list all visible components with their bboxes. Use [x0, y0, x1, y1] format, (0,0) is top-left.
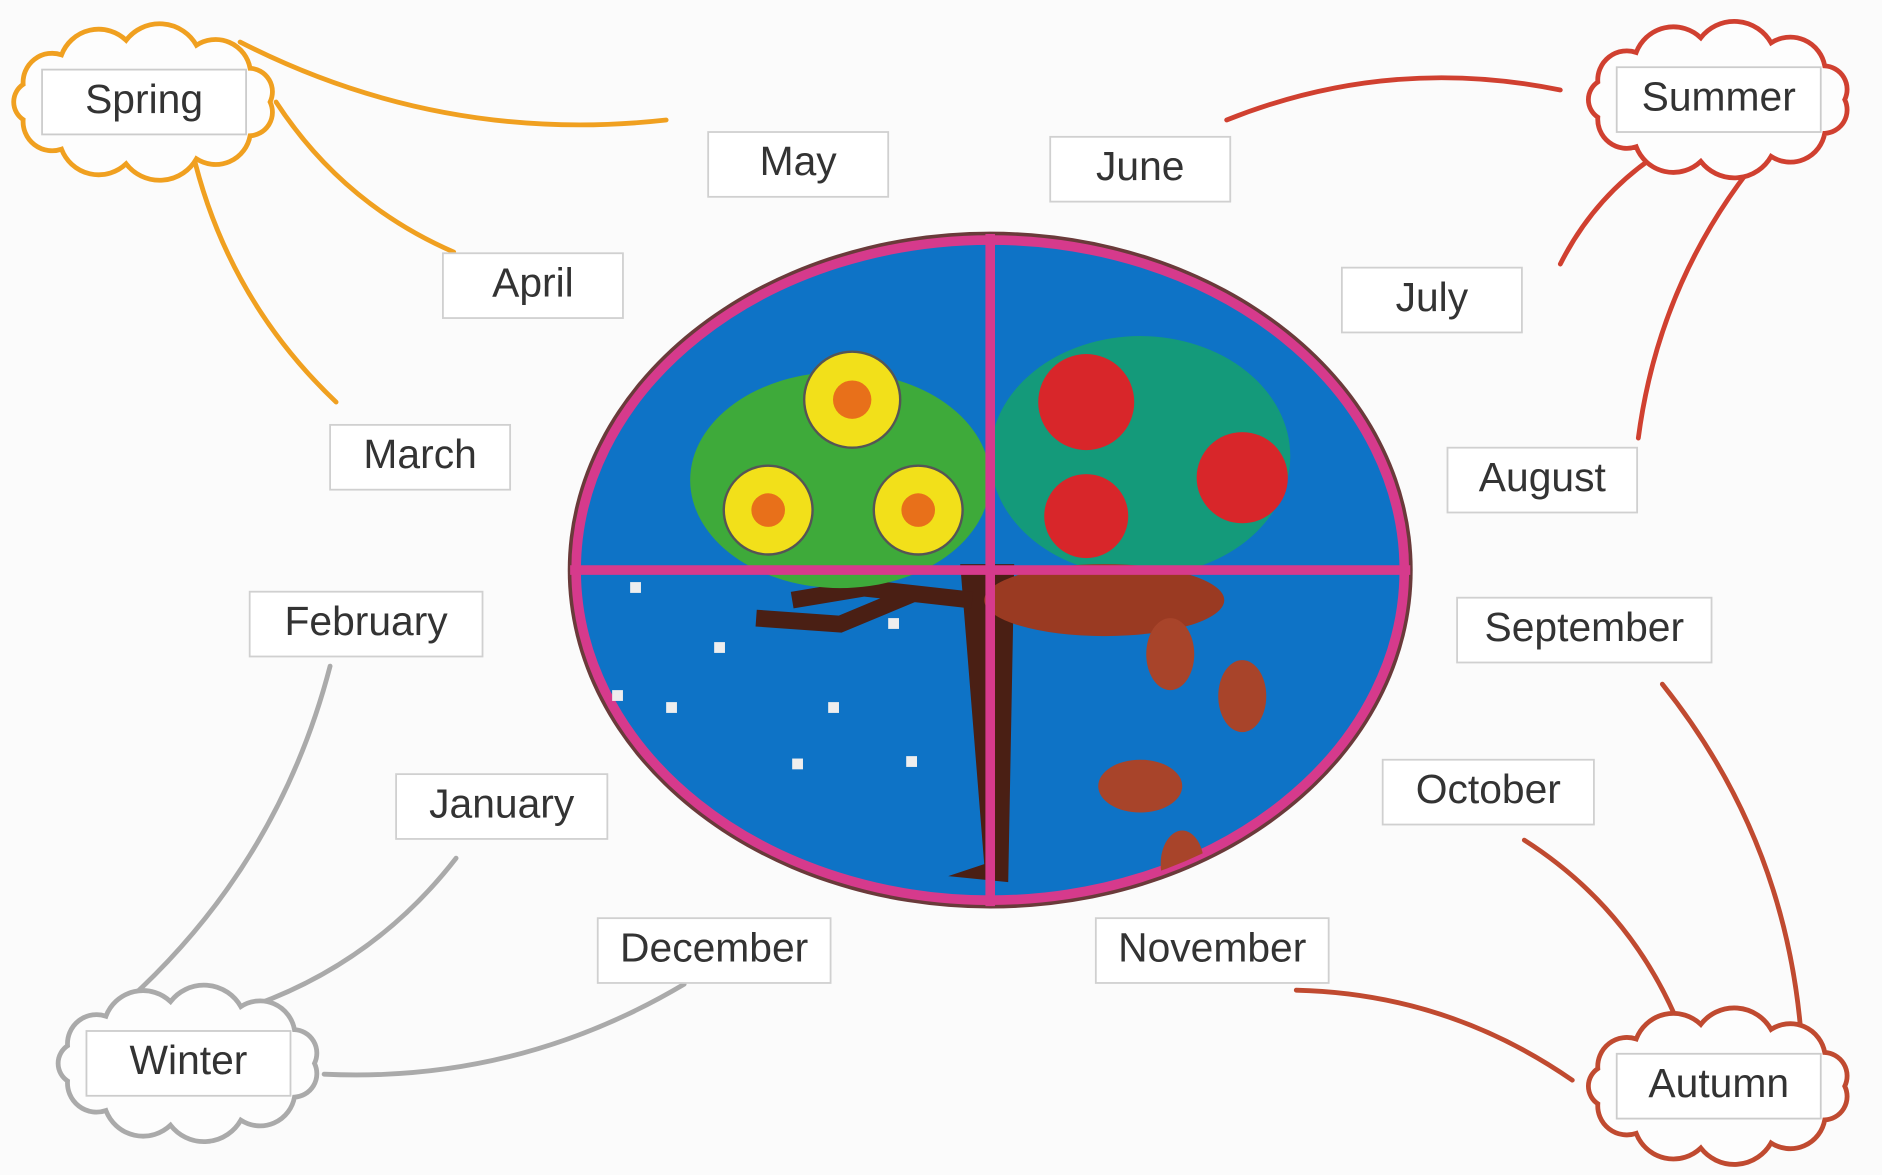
month-label: October — [1416, 766, 1561, 812]
month-label: December — [620, 924, 808, 970]
month-label: February — [284, 598, 448, 644]
season-label: Summer — [1642, 73, 1796, 119]
month-label: November — [1118, 924, 1306, 970]
season-label: Spring — [85, 76, 203, 122]
month-label: July — [1396, 274, 1469, 320]
month-label: May — [760, 138, 838, 184]
month-label: August — [1479, 454, 1607, 500]
season-label: Winter — [130, 1037, 248, 1083]
seasons-diagram: Spring Summer Autumn Winter January February M… — [0, 0, 1882, 1175]
month-label: January — [429, 780, 575, 826]
season-wheel — [568, 232, 1413, 909]
month-label: April — [492, 259, 574, 305]
month-label: March — [363, 431, 476, 477]
season-label: Autumn — [1648, 1060, 1789, 1106]
month-label: September — [1485, 604, 1685, 650]
month-label: June — [1096, 143, 1184, 189]
